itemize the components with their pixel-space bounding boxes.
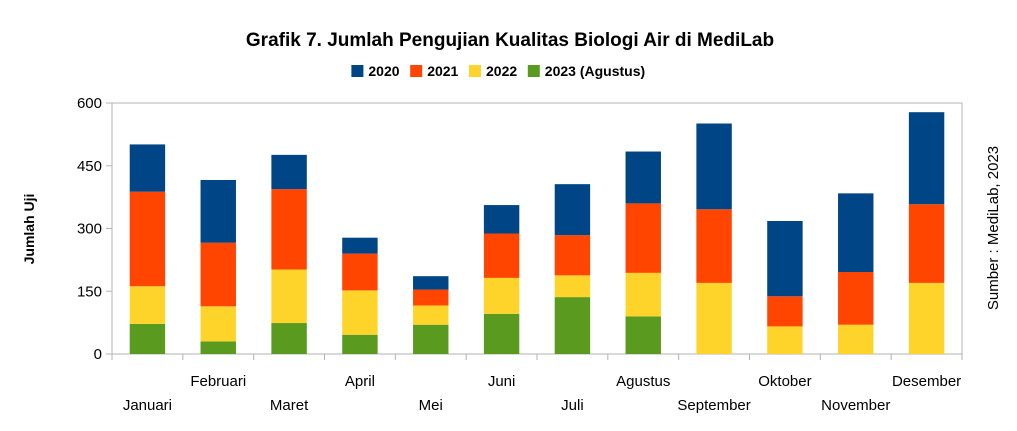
bar-segment: [271, 323, 307, 354]
bar-segment: [696, 209, 732, 283]
bar-segment: [767, 220, 803, 297]
bar-segment: [696, 282, 732, 354]
bar-segment: [554, 235, 591, 276]
bar-segment: [200, 341, 236, 354]
y-tick-label: 600: [77, 95, 102, 112]
bar-segment: [129, 144, 166, 192]
legend: 2020 2021 2022 2023 (Agustus): [351, 63, 645, 79]
bar-segment: [200, 179, 236, 243]
legend-swatch: [410, 65, 423, 77]
bar-segment: [483, 277, 520, 314]
plot-area: 0 150 300 450 600 Januari Februari Maret April M…: [77, 95, 963, 414]
y-axis-ticks: 0 150 300 450 600: [77, 95, 112, 363]
x-tick-label: Desember: [892, 373, 961, 390]
bar-segment: [838, 272, 874, 325]
x-tick-label: Oktober: [758, 373, 811, 390]
bar-segment: [483, 205, 520, 234]
bar-segment: [625, 151, 661, 204]
y-tick-label: 0: [94, 346, 102, 363]
chart-title: Grafik 7. Jumlah Pengujian Kualitas Biol…: [246, 30, 774, 51]
x-tick-label: April: [345, 373, 375, 390]
y-tick-label: 300: [77, 221, 102, 238]
bar-segment: [554, 275, 591, 298]
bar-segment: [129, 286, 166, 324]
bar-segment: [696, 123, 732, 210]
bar-segment: [908, 112, 945, 205]
legend-swatch: [527, 65, 540, 77]
bar-segment: [129, 191, 166, 287]
legend-label: 2020: [368, 63, 399, 79]
x-tick-label: September: [677, 397, 750, 414]
bar-segment: [554, 297, 591, 354]
bar-segment: [200, 242, 236, 307]
bar-segment: [200, 306, 236, 342]
plot-frame: [111, 102, 963, 355]
legend-swatch: [469, 65, 481, 77]
bar-segment: [271, 189, 307, 270]
bar-segment: [413, 289, 449, 306]
y-axis-label: Jumlah Uji: [21, 194, 37, 265]
legend-label: 2021: [427, 63, 458, 79]
x-tick-label: Juli: [561, 397, 584, 414]
bar-segment: [413, 305, 449, 325]
legend-label: 2022: [486, 63, 517, 79]
bar-segment: [271, 154, 307, 190]
legend-swatch: [351, 65, 364, 77]
x-axis-ticks: Januari Februari Maret April Mei Juni Juli Agus…: [111, 354, 963, 414]
bar-segment: [413, 276, 449, 290]
x-tick-label: Maret: [270, 397, 309, 414]
bar-segment: [625, 203, 661, 273]
bar-segment: [908, 282, 945, 354]
bar-segment: [483, 313, 520, 354]
source-note: Sumber : MediLab, 2023: [985, 146, 1002, 310]
bar-segment: [271, 269, 307, 324]
bar-segment: [342, 237, 378, 254]
x-tick-label: Januari: [123, 397, 172, 414]
y-tick-label: 150: [77, 283, 102, 300]
bar-segment: [625, 316, 661, 354]
bar-segment: [767, 296, 803, 327]
y-tick-label: 450: [77, 158, 102, 175]
bar-segment: [342, 334, 378, 354]
x-tick-label: November: [821, 397, 890, 414]
bars: [129, 112, 945, 354]
bar-segment: [554, 184, 591, 236]
x-tick-label: Februari: [190, 373, 246, 390]
bar-segment: [413, 324, 449, 354]
x-tick-label: Agustus: [616, 373, 670, 390]
bar-segment: [342, 253, 378, 291]
bar-segment: [342, 290, 378, 335]
bar-segment: [838, 324, 874, 354]
bar-segment: [625, 272, 661, 317]
bar-segment: [908, 204, 945, 283]
bar-segment: [483, 233, 520, 278]
x-tick-label: Mei: [419, 397, 443, 414]
x-tick-label: Juni: [488, 373, 516, 390]
bar-segment: [767, 326, 803, 354]
legend-label: 2023 (Agustus): [545, 63, 645, 79]
bar-segment: [838, 193, 874, 273]
bar-segment: [129, 323, 166, 354]
